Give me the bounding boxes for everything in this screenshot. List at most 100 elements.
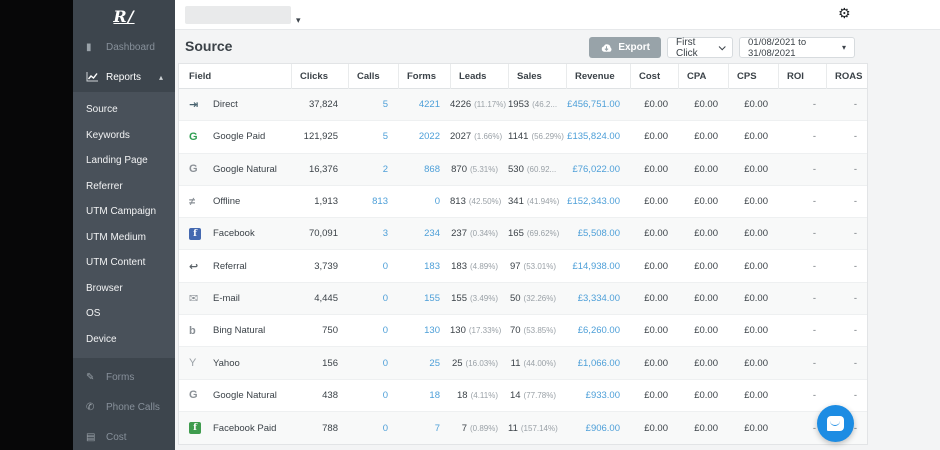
sidebar-item-utm-campaign[interactable]: UTM Campaign [86,206,157,218]
cell-forms-link[interactable]: 0 [434,196,440,208]
sidebar-item-phone-calls[interactable]: ✆ Phone Calls [73,392,175,422]
phone-icon: ✆ [86,401,95,413]
sales-percent: (44.00%) [523,358,556,368]
cell-forms-link[interactable]: 2022 [418,131,440,143]
cell-revenue-link[interactable]: £933.00 [585,389,620,401]
attribution-select[interactable]: First Click [667,37,733,59]
cell-calls-link[interactable]: 0 [382,422,388,434]
cell-revenue-link[interactable]: £3,334.00 [577,292,620,304]
cell-field: f Facebook Paid [179,422,291,435]
date-range-select[interactable]: 01/08/2021 to 31/08/2021 [739,36,855,59]
column-header-roas[interactable]: ROAS [826,64,867,89]
account-selector[interactable] [185,6,291,24]
cell-roas: - [853,260,857,272]
cell-cps: £0.00 [744,422,768,434]
cell-roi: - [812,131,816,143]
export-button[interactable]: Export [589,37,661,58]
cell-field: G Google Natural [179,389,291,401]
cell-revenue-link[interactable]: £135,824.00 [567,131,620,143]
chevron-down-icon [718,43,726,51]
column-header-cps[interactable]: CPS [728,64,778,89]
date-range-value: 01/08/2021 to 31/08/2021 [748,36,807,59]
cell-forms-link[interactable]: 868 [424,163,440,175]
cell-calls-link[interactable]: 5 [382,131,388,143]
cell-calls-link[interactable]: 0 [382,292,388,304]
table-row: ⇥ Direct 37,824 5 4221 4226 (11.17%) 1953 (46.2.… [179,89,867,122]
sidebar-item-cost[interactable]: ▤ Cost [73,422,175,450]
collapse-caret-icon[interactable] [159,72,163,83]
cell-revenue-link[interactable]: £14,938.00 [572,260,620,272]
chat-bubble-button[interactable] [817,405,854,442]
sidebar-item-landing-page[interactable]: Landing Page [86,155,148,167]
sidebar-item-browser[interactable]: Browser [86,282,123,294]
facebook-icon: f [189,227,213,240]
cell-calls-link[interactable]: 813 [372,196,388,208]
column-header-field[interactable]: Field [189,71,212,82]
column-header-roi[interactable]: ROI [778,64,826,89]
cell-revenue-link[interactable]: £5,508.00 [577,228,620,240]
cell-roi: - [812,325,816,337]
column-header-cpa[interactable]: CPA [678,64,728,89]
cell-calls-link[interactable]: 2 [382,163,388,175]
sidebar-item-utm-content[interactable]: UTM Content [86,257,146,269]
app-logo[interactable]: R/ [113,6,135,26]
table-row: b Bing Natural 750 0 130 130 (17.33%) 70 (53.85%… [179,315,867,348]
column-header-cost[interactable]: Cost [630,64,678,89]
cell-forms-link[interactable]: 25 [429,357,440,369]
cell-calls-link[interactable]: 0 [382,325,388,337]
cell-calls-link[interactable]: 3 [382,228,388,240]
cell-field: G Google Paid [179,131,291,143]
cell-calls-link[interactable]: 0 [382,389,388,401]
sidebar-item-dashboard[interactable]: ▮ Dashboard [73,32,175,62]
table-row: f Facebook Paid 788 0 7 7 (0.89%) 11 (157.14%) £9… [179,411,867,445]
column-header-clicks[interactable]: Clicks [291,64,348,89]
cell-forms-link[interactable]: 130 [424,325,440,337]
column-header-calls[interactable]: Calls [348,64,398,89]
sidebar-item-utm-medium[interactable]: UTM Medium [86,231,147,243]
sidebar-item-keywords[interactable]: Keywords [86,129,130,141]
sidebar-item-device[interactable]: Device [86,333,117,345]
sidebar-item-source[interactable]: Source [86,104,118,116]
cell-clicks: 70,091 [308,228,338,240]
sidebar-item-forms[interactable]: ✎ Forms [73,362,175,392]
column-header-revenue[interactable]: Revenue [566,64,630,89]
cell-revenue-link[interactable]: £6,260.00 [577,325,620,337]
column-header-sales[interactable]: Sales [508,64,566,89]
sidebar-item-reports[interactable]: Reports [73,62,175,92]
reports-icon [86,72,106,82]
leads-percent: (0.89%) [469,423,498,433]
cell-forms-link[interactable]: 18 [429,389,440,401]
settings-gear-icon[interactable] [838,5,851,23]
cell-forms-link[interactable]: 4221 [418,99,440,111]
cell-calls-link[interactable]: 0 [382,357,388,369]
cell-cps: £0.00 [744,260,768,272]
column-header-leads[interactable]: Leads [450,64,508,89]
cell-revenue-link[interactable]: £1,066.00 [577,357,620,369]
cell-revenue-link[interactable]: £456,751.00 [567,99,620,111]
sidebar-item-label: Dashboard [106,41,155,53]
cell-cpa: £0.00 [694,389,718,401]
cell-calls-link[interactable]: 0 [382,260,388,272]
cell-leads: 813 (42.50%) [450,196,502,208]
cell-revenue-link[interactable]: £152,343.00 [567,196,620,208]
cell-cpa: £0.00 [694,163,718,175]
cell-forms-link[interactable]: 183 [424,260,440,272]
sidebar-item-referrer[interactable]: Referrer [86,180,123,192]
cell-roas: - [853,325,857,337]
cell-forms-link[interactable]: 234 [424,228,440,240]
account-caret-icon[interactable] [296,10,301,28]
cell-revenue-link[interactable]: £76,022.00 [572,163,620,175]
sales-percent: (69.62%) [526,229,560,239]
column-header-forms[interactable]: Forms [398,64,450,89]
field-label: Bing Natural [213,325,266,337]
sales-percent: (53.85%) [523,326,556,336]
cell-calls-link[interactable]: 5 [382,99,388,111]
cell-forms-link[interactable]: 155 [424,292,440,304]
facebook-icon: f [189,227,201,240]
sidebar-item-os[interactable]: OS [86,308,101,320]
cell-revenue-link[interactable]: £906.00 [585,422,620,434]
cell-roas: - [853,99,857,111]
cell-field: ✉ E-mail [179,292,291,305]
cell-forms-link[interactable]: 7 [434,422,440,434]
